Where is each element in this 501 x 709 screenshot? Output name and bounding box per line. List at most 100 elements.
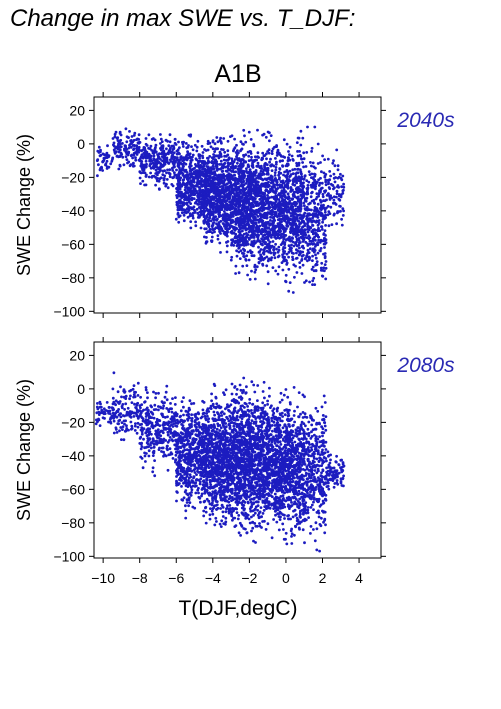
- data-point: [267, 238, 270, 242]
- data-point: [307, 234, 311, 238]
- data-point: [254, 268, 258, 272]
- data-point: [272, 184, 276, 188]
- data-point: [135, 414, 139, 418]
- data-point: [154, 396, 158, 400]
- data-point: [96, 174, 99, 178]
- data-point: [291, 224, 295, 227]
- data-point: [262, 172, 266, 176]
- data-point: [113, 135, 117, 139]
- data-point: [171, 153, 175, 157]
- data-point: [181, 163, 185, 167]
- data-point: [270, 213, 274, 217]
- data-point: [166, 430, 170, 434]
- data-point: [282, 237, 286, 241]
- data-point: [283, 243, 287, 247]
- data-point: [256, 128, 259, 132]
- data-point: [190, 175, 194, 179]
- data-point: [284, 174, 287, 178]
- data-point: [292, 240, 295, 244]
- data-point: [252, 192, 256, 195]
- data-point: [191, 214, 195, 218]
- data-point: [143, 151, 147, 154]
- data-point: [268, 232, 272, 236]
- data-point: [119, 385, 122, 389]
- data-point: [204, 227, 208, 231]
- data-point: [154, 168, 158, 172]
- data-point: [175, 499, 178, 503]
- data-point: [188, 155, 192, 159]
- data-point: [263, 256, 267, 260]
- data-point: [274, 269, 278, 273]
- data-point: [317, 235, 321, 239]
- data-point: [202, 221, 206, 225]
- data-point: [239, 163, 242, 166]
- data-point: [231, 169, 235, 173]
- data-point: [320, 205, 323, 209]
- data-point: [248, 168, 252, 172]
- data-point: [324, 277, 328, 281]
- data-point: [162, 426, 166, 430]
- data-point: [256, 203, 259, 206]
- scatter-points: [95, 125, 346, 294]
- data-point: [160, 140, 164, 144]
- data-point: [267, 243, 271, 247]
- data-point: [275, 183, 279, 186]
- data-point: [267, 226, 270, 230]
- data-point: [168, 168, 172, 172]
- data-point: [146, 410, 150, 414]
- data-point: [165, 171, 168, 175]
- data-point: [191, 153, 195, 157]
- data-point: [151, 151, 155, 155]
- data-point: [167, 421, 171, 425]
- data-point: [210, 235, 214, 239]
- data-point: [185, 157, 188, 160]
- data-point: [288, 153, 291, 157]
- data-point: [177, 220, 181, 224]
- data-point: [294, 207, 298, 211]
- data-point: [302, 165, 305, 169]
- data-point: [261, 205, 265, 209]
- data-point: [204, 177, 207, 181]
- data-point: [206, 159, 210, 163]
- data-point: [242, 143, 245, 146]
- data-point: [252, 159, 256, 162]
- data-point: [102, 159, 106, 163]
- data-point: [268, 190, 271, 194]
- data-point: [290, 243, 293, 247]
- data-point: [292, 194, 295, 198]
- data-point: [337, 185, 341, 189]
- data-point: [218, 163, 222, 166]
- data-point: [211, 164, 215, 168]
- data-point: [215, 136, 219, 139]
- data-point: [277, 171, 281, 175]
- data-point: [200, 200, 204, 204]
- data-point: [123, 414, 126, 418]
- data-point: [131, 156, 135, 160]
- data-point: [280, 224, 284, 228]
- data-point: [226, 167, 230, 171]
- data-point: [327, 180, 330, 184]
- data-point: [195, 145, 199, 149]
- data-point: [196, 172, 200, 176]
- data-point: [185, 182, 189, 186]
- data-point: [124, 155, 128, 159]
- data-point: [202, 189, 206, 192]
- data-point: [139, 415, 143, 418]
- data-point: [311, 249, 314, 252]
- data-point: [275, 160, 278, 164]
- data-point: [176, 205, 180, 209]
- data-point: [185, 171, 189, 174]
- data-point: [134, 422, 137, 425]
- data-point: [142, 419, 146, 423]
- data-point: [176, 203, 180, 207]
- data-point: [139, 164, 143, 168]
- data-point: [180, 400, 184, 403]
- data-point: [188, 399, 192, 403]
- data-point: [120, 395, 123, 399]
- data-point: [295, 271, 299, 274]
- data-point: [211, 231, 214, 235]
- data-point: [235, 143, 238, 147]
- data-point: [215, 167, 219, 171]
- data-point: [302, 181, 305, 185]
- data-point: [182, 219, 186, 223]
